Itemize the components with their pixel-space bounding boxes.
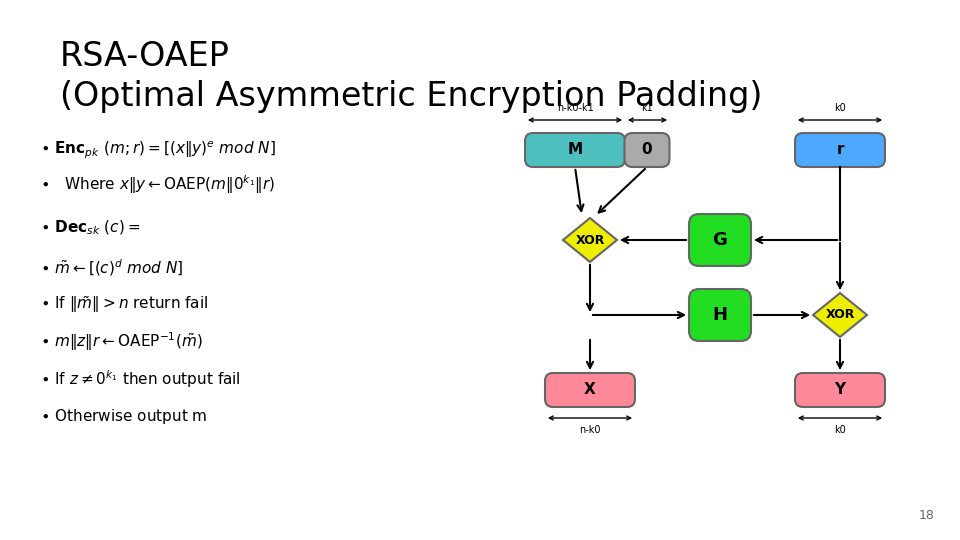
Text: (Optimal Asymmetric Encryption Padding): (Optimal Asymmetric Encryption Padding) [60,80,762,113]
Text: Y: Y [834,382,846,397]
FancyBboxPatch shape [795,373,885,407]
Text: n-k0-k1: n-k0-k1 [557,103,593,113]
Text: M: M [567,143,583,158]
Text: $\bullet\ $Otherwise output m: $\bullet\ $Otherwise output m [40,407,207,426]
FancyBboxPatch shape [689,214,751,266]
Text: k0: k0 [834,425,846,435]
Text: RSA-OAEP: RSA-OAEP [60,40,229,73]
Text: k1: k1 [641,103,653,113]
Text: XOR: XOR [575,233,605,246]
FancyBboxPatch shape [795,133,885,167]
Text: $\bullet\ $If $\|\tilde{m}\| > n$ return fail: $\bullet\ $If $\|\tilde{m}\| > n$ return… [40,294,208,315]
Polygon shape [813,293,867,337]
Text: H: H [712,306,728,324]
Text: X: X [584,382,596,397]
Text: n-k0: n-k0 [579,425,601,435]
Text: $\bullet\ \ \ $Where $x \| y \leftarrow \mathrm{OAEP}(m \| 0^{k_1} \| r)$: $\bullet\ \ \ $Where $x \| y \leftarrow … [40,174,276,197]
Text: $\bullet\ \mathbf{Dec}_{sk}\ (c) =$: $\bullet\ \mathbf{Dec}_{sk}\ (c) =$ [40,219,140,237]
Text: $\bullet\ \tilde{m} \leftarrow [(c)^d\ mod\ N]$: $\bullet\ \tilde{m} \leftarrow [(c)^d\ m… [40,258,183,278]
Text: $\bullet\ $If $z \neq 0^{k_1}$ then output fail: $\bullet\ $If $z \neq 0^{k_1}$ then outp… [40,368,241,390]
Text: r: r [836,143,844,158]
Text: $\bullet\ m \| z \| r \leftarrow \mathrm{OAEP}^{-1}(\tilde{m})$: $\bullet\ m \| z \| r \leftarrow \mathrm… [40,330,203,353]
Text: 18: 18 [919,509,935,522]
FancyBboxPatch shape [545,373,635,407]
FancyBboxPatch shape [689,289,751,341]
Text: G: G [712,231,728,249]
FancyBboxPatch shape [525,133,625,167]
FancyBboxPatch shape [625,133,669,167]
Text: XOR: XOR [826,308,854,321]
Polygon shape [563,218,617,262]
Text: 0: 0 [641,143,652,158]
Text: $\bullet\ \mathbf{Enc}_{pk}\ (m;r) = [(x \| y)^e\ mod\ N]$: $\bullet\ \mathbf{Enc}_{pk}\ (m;r) = [(x… [40,139,276,160]
Text: k0: k0 [834,103,846,113]
